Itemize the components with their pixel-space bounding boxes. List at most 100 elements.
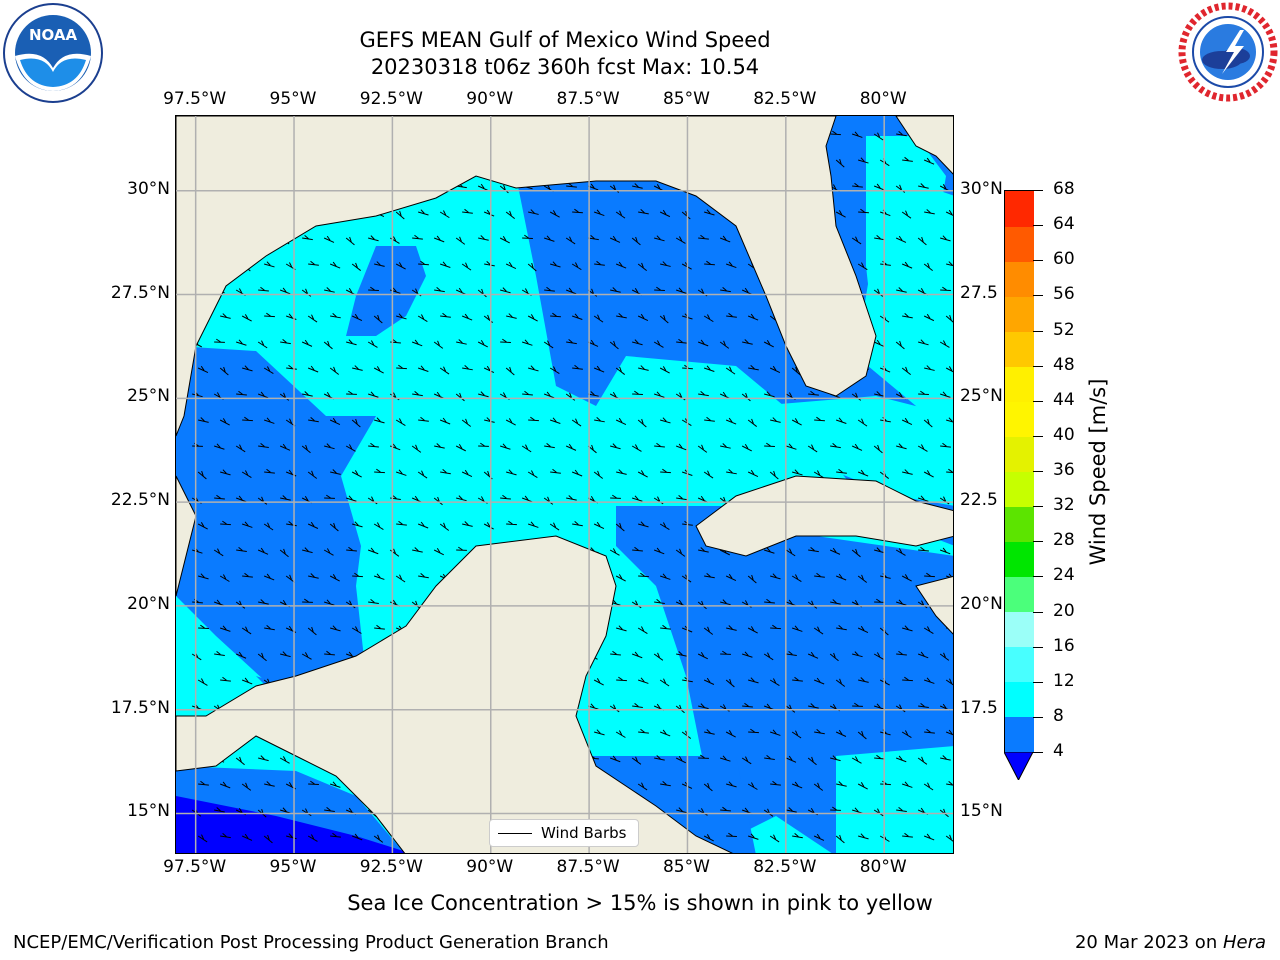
lat-tick-label-right: 25°N <box>960 386 1003 407</box>
wind-barb <box>654 598 665 605</box>
wind-barb <box>835 834 845 844</box>
wind-barb <box>638 365 649 371</box>
wind-barb <box>213 599 225 607</box>
wind-barb <box>433 340 444 349</box>
wind-barb <box>456 546 467 551</box>
wind-barb <box>330 469 341 475</box>
wind-barb <box>857 625 869 633</box>
wind-barb <box>323 548 334 556</box>
wind-barb <box>704 573 715 579</box>
wind-barb <box>763 340 774 348</box>
colorbar-tick-label: 8 <box>1053 705 1064 726</box>
wind-barb <box>902 625 913 632</box>
wind-barb <box>946 417 953 424</box>
noaa-logo: NOAA <box>2 2 104 104</box>
wind-barb <box>235 600 246 609</box>
wind-barb <box>572 364 583 370</box>
wind-barb <box>829 547 841 555</box>
wind-barb <box>945 729 953 737</box>
lon-tick-label-bottom: 87.5°W <box>556 857 620 877</box>
wind-barb <box>874 754 885 760</box>
wind-barb <box>615 574 626 582</box>
wind-barb <box>791 418 802 426</box>
wind-barb <box>389 548 400 557</box>
wind-barb <box>197 678 208 686</box>
wind-barb <box>769 834 780 843</box>
wind-barb <box>219 418 230 426</box>
wind-barb <box>637 418 647 428</box>
colorbar-swatch <box>1005 331 1034 367</box>
wind-barb <box>263 834 273 844</box>
wind-barb <box>301 339 313 347</box>
wind-barb <box>741 756 752 765</box>
wind-barb <box>345 236 355 246</box>
wind-barb <box>307 365 319 373</box>
wind-barb <box>654 755 665 761</box>
wind-barb <box>637 470 648 478</box>
wind-barb <box>610 443 621 450</box>
wind-barb <box>918 702 929 709</box>
wind-barb <box>478 235 489 241</box>
wind-barb <box>813 470 824 479</box>
colorbar-tick <box>1033 435 1043 437</box>
wind-barb <box>616 469 627 475</box>
wind-barb <box>923 782 934 791</box>
wind-barb <box>565 392 576 401</box>
wind-barb <box>594 729 605 736</box>
wind-barb <box>499 184 509 194</box>
wind-barb <box>279 756 290 764</box>
wind-barb <box>852 807 863 814</box>
wind-barb <box>610 494 621 499</box>
wind-barb <box>367 340 378 348</box>
wind-barb <box>631 444 642 452</box>
wind-barb <box>506 313 517 319</box>
wind-barb <box>813 626 824 635</box>
wind-barb <box>895 340 905 350</box>
colorbar-tick <box>1033 752 1043 753</box>
wind-barb <box>565 236 576 245</box>
colorbar-tick <box>1033 576 1043 578</box>
wind-barb <box>741 392 751 402</box>
colorbar-tick <box>1033 681 1043 683</box>
colorbar-tick-label: 56 <box>1053 284 1075 305</box>
wind-barb <box>324 494 335 499</box>
lat-tick-label-left: 25°N <box>127 386 170 407</box>
wind-barb <box>874 598 885 603</box>
wind-barb <box>549 522 560 531</box>
wind-barb <box>264 261 275 268</box>
wind-barb <box>280 651 291 658</box>
colorbar-tick-label: 4 <box>1053 741 1064 761</box>
wind-barb <box>324 806 335 812</box>
colorbar-tick <box>1033 611 1043 613</box>
wind-barb <box>351 313 363 322</box>
colorbar-tick-label: 48 <box>1053 354 1075 375</box>
wind-barb <box>571 418 582 427</box>
wind-barb <box>352 521 363 528</box>
wind-barb <box>367 496 378 505</box>
wind-barb <box>857 418 868 427</box>
wind-barb <box>505 261 517 270</box>
wind-barb <box>852 651 863 658</box>
lon-tick-label-top: 92.5°W <box>359 89 423 109</box>
wind-barb <box>808 546 819 553</box>
wind-barb <box>418 209 429 216</box>
wind-barb <box>241 782 252 791</box>
wind-barb <box>924 728 935 734</box>
wind-barb <box>301 288 312 297</box>
wind-barb <box>483 365 495 374</box>
wind-barb <box>550 468 561 474</box>
wind-barb <box>791 625 803 632</box>
wind-barb <box>726 312 737 318</box>
wind-barb <box>543 391 555 399</box>
wind-barb <box>572 521 583 527</box>
colorbar-tick-label: 60 <box>1053 249 1075 270</box>
colorbar-swatch <box>1005 261 1034 297</box>
footer-date: 20 Mar 2023 on Hera <box>1074 932 1266 953</box>
wind-barb <box>346 390 357 395</box>
wind-barb <box>901 574 912 582</box>
wind-barb <box>593 521 605 529</box>
wind-barb <box>637 626 648 634</box>
colorbar-tick <box>1033 225 1043 227</box>
wind-barb <box>675 755 687 764</box>
wind-barb <box>858 833 869 840</box>
